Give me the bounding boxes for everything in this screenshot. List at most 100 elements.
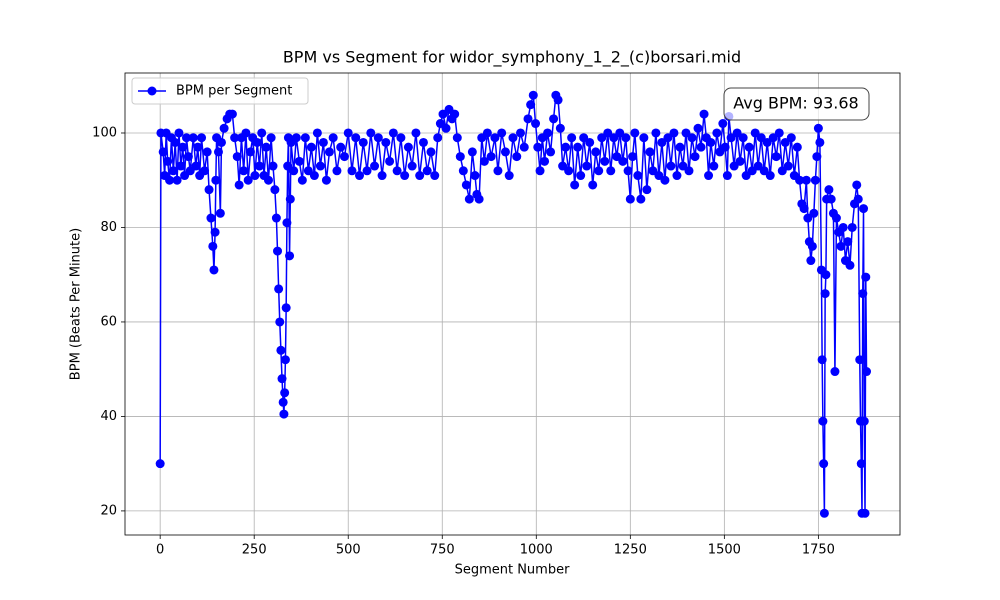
data-point [831, 213, 841, 223]
data-point [675, 142, 685, 152]
data-point [621, 133, 631, 143]
data-point [859, 204, 869, 214]
data-point [479, 156, 489, 166]
data-point [600, 156, 610, 166]
data-point [474, 194, 484, 204]
data-point [274, 284, 284, 294]
data-point [339, 152, 349, 162]
data-point [855, 355, 865, 365]
data-point [820, 289, 830, 299]
data-point [712, 128, 722, 138]
data-point [257, 128, 267, 138]
data-point [275, 317, 285, 327]
data-point [336, 142, 346, 152]
data-point [276, 345, 286, 355]
data-point [576, 171, 586, 181]
data-point [678, 161, 688, 171]
data-point [856, 459, 866, 469]
data-point [809, 208, 819, 218]
x-axis-label: Segment Number [455, 563, 571, 578]
data-point [651, 128, 661, 138]
data-point [279, 409, 289, 419]
data-point [615, 128, 625, 138]
data-point [430, 171, 440, 181]
data-point [744, 142, 754, 152]
data-point [657, 137, 667, 147]
data-point [227, 109, 237, 119]
data-point [836, 241, 846, 251]
data-point [815, 137, 825, 147]
data-point [528, 90, 538, 100]
data-point [588, 180, 598, 190]
data-point [321, 175, 331, 185]
data-point [750, 128, 760, 138]
y-tick-label: 60 [100, 314, 117, 329]
data-point [508, 133, 518, 143]
data-point [452, 133, 462, 143]
data-point [573, 142, 583, 152]
data-point [591, 147, 601, 157]
data-point [741, 171, 751, 181]
data-point [780, 137, 790, 147]
data-point [388, 128, 398, 138]
data-point [726, 133, 736, 143]
data-point [309, 171, 319, 181]
y-tick-label: 100 [92, 125, 117, 140]
data-point [438, 109, 448, 119]
data-point [172, 175, 182, 185]
data-point [830, 367, 840, 377]
data-point [810, 175, 820, 185]
data-point [243, 175, 253, 185]
data-point [718, 119, 728, 129]
data-point [291, 133, 301, 143]
data-point [271, 213, 281, 223]
data-point [512, 152, 522, 162]
data-point [467, 147, 477, 157]
data-point [672, 171, 682, 181]
annotation-box [723, 87, 870, 121]
data-point [407, 161, 417, 171]
data-point [625, 194, 635, 204]
data-point [418, 137, 428, 147]
data-point [178, 142, 188, 152]
data-point [289, 166, 299, 176]
data-point [690, 152, 700, 162]
data-point [543, 128, 553, 138]
data-point [263, 175, 273, 185]
data-point [759, 166, 769, 176]
data-point [696, 142, 706, 152]
data-point [273, 246, 283, 256]
x-tick-label: 500 [336, 543, 361, 558]
data-point [355, 171, 365, 181]
data-point [497, 128, 507, 138]
data-point [783, 161, 793, 171]
data-point [315, 161, 325, 171]
data-point [241, 128, 251, 138]
data-point [648, 166, 658, 176]
data-point [209, 265, 219, 275]
data-point [193, 142, 203, 152]
data-point [215, 208, 225, 218]
data-point [362, 166, 372, 176]
data-point [234, 180, 244, 190]
data-point [720, 142, 730, 152]
data-point [245, 147, 255, 157]
data-point [709, 161, 719, 171]
data-point [486, 152, 496, 162]
data-point [343, 128, 353, 138]
data-point [735, 156, 745, 166]
data-point [219, 123, 229, 133]
data-point [202, 147, 212, 157]
data-point [756, 133, 766, 143]
data-point [821, 270, 831, 280]
data-point [561, 142, 571, 152]
data-point [535, 166, 545, 176]
data-point [519, 142, 529, 152]
annotation-text: Avg BPM: 93.68 [733, 94, 858, 113]
data-point [277, 374, 287, 384]
data-point [422, 166, 432, 176]
y-tick-label: 40 [100, 409, 117, 424]
data-point [306, 142, 316, 152]
data-point [771, 152, 781, 162]
data-point [636, 194, 646, 204]
